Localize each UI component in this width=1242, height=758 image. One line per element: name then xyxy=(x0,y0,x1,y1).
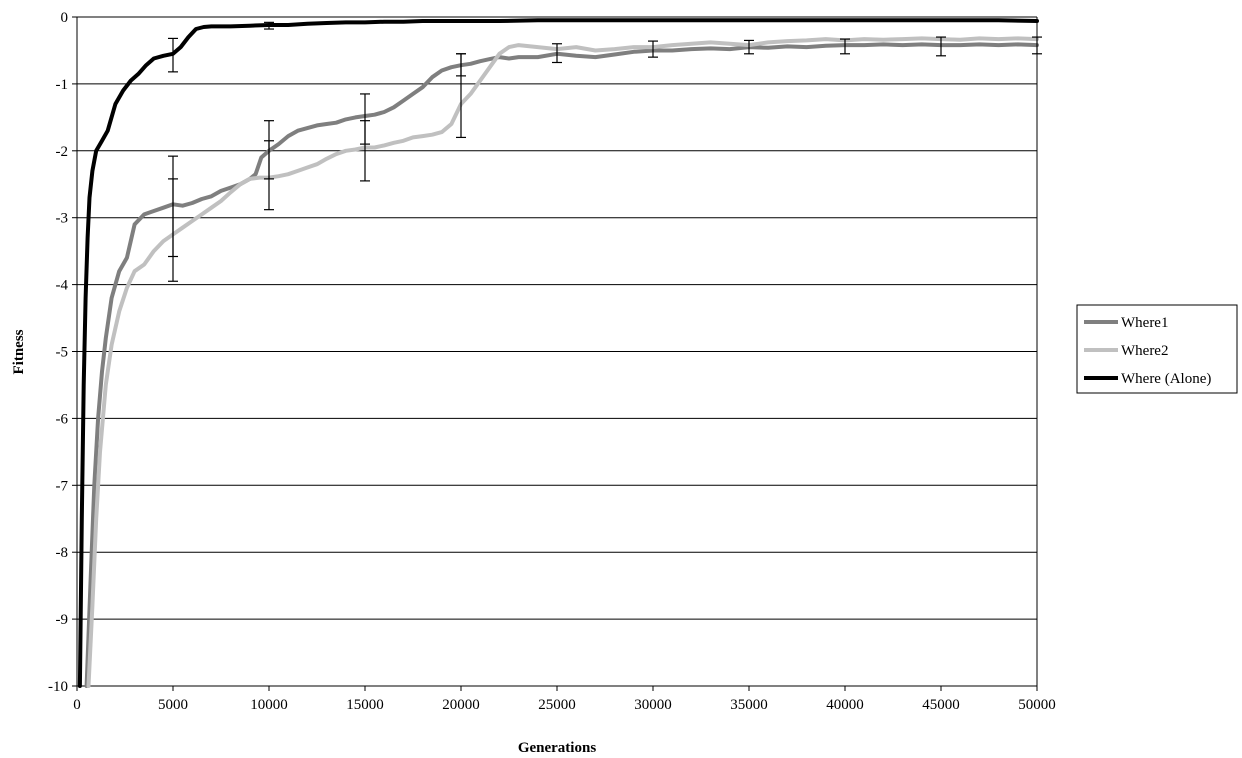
error-bar xyxy=(264,21,274,30)
error-bar xyxy=(552,43,562,64)
series-line-where1 xyxy=(84,42,1039,688)
series-line-where-alone xyxy=(77,18,1039,688)
x-tick-labels: 0 5000 10000 15000 20000 25000 30000 35000 40000… xyxy=(73,697,1056,713)
error-bar xyxy=(744,39,754,55)
gridlines xyxy=(77,16,1037,620)
y-tick-label: -3 xyxy=(56,211,69,227)
y-tick-label: -9 xyxy=(56,612,69,628)
error-bar xyxy=(168,178,178,258)
x-tick-label: 40000 xyxy=(826,697,864,713)
error-bar xyxy=(1032,36,1042,55)
legend-label-where-alone: Where (Alone) xyxy=(1121,371,1211,387)
legend-label-where2: Where2 xyxy=(1121,343,1168,359)
x-tick-label: 5000 xyxy=(158,697,188,713)
error-bar xyxy=(648,40,658,58)
x-tick-label: 0 xyxy=(73,697,81,713)
series-lines xyxy=(77,18,1039,688)
y-axis-title: Fitness xyxy=(11,329,27,374)
x-tick-label: 20000 xyxy=(442,697,480,713)
x-axis-title: Generations xyxy=(518,740,596,756)
error-bar xyxy=(840,38,850,55)
x-tick-label: 35000 xyxy=(730,697,768,713)
y-tick-labels: 0 -1 -2 -3 -4 -5 -6 -7 -8 -9 -10 xyxy=(48,10,68,695)
y-tick-label: -1 xyxy=(56,77,69,93)
x-tick-label: 30000 xyxy=(634,697,672,713)
y-tick-label: -5 xyxy=(56,345,69,361)
error-bar xyxy=(456,53,466,77)
error-bar xyxy=(264,140,274,180)
y-tick-label: -4 xyxy=(56,278,69,294)
x-tick-label: 45000 xyxy=(922,697,960,713)
x-tick-label: 50000 xyxy=(1018,697,1056,713)
axes xyxy=(72,16,1038,691)
error-bar xyxy=(936,36,946,57)
error-bar xyxy=(168,37,178,73)
x-tick-label: 25000 xyxy=(538,697,576,713)
y-tick-label: 0 xyxy=(61,10,69,26)
error-bar xyxy=(360,120,370,145)
y-tick-label: -7 xyxy=(56,478,69,494)
legend: Where1 Where2 Where (Alone) xyxy=(1076,304,1238,394)
y-tick-label: -6 xyxy=(56,411,69,427)
series-line-where2 xyxy=(86,36,1039,688)
y-tick-label: -8 xyxy=(56,545,69,561)
error-bars xyxy=(168,21,1042,282)
x-tick-label: 15000 xyxy=(346,697,384,713)
y-tick-label: -10 xyxy=(48,679,68,695)
legend-label-where1: Where1 xyxy=(1121,315,1168,331)
y-tick-label: -2 xyxy=(56,144,69,160)
x-tick-label: 10000 xyxy=(250,697,288,713)
